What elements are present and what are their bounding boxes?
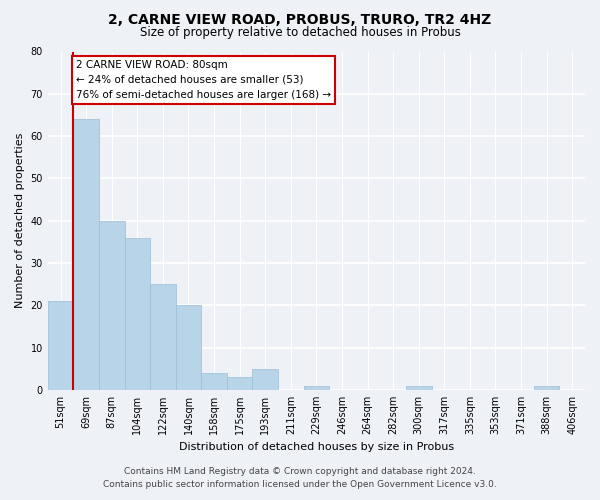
Bar [534,386,559,390]
Bar [227,377,253,390]
X-axis label: Distribution of detached houses by size in Probus: Distribution of detached houses by size … [179,442,454,452]
Bar [304,386,329,390]
Bar [176,306,201,390]
Bar [99,220,125,390]
Bar [125,238,150,390]
Text: 2 CARNE VIEW ROAD: 80sqm
← 24% of detached houses are smaller (53)
76% of semi-d: 2 CARNE VIEW ROAD: 80sqm ← 24% of detach… [76,60,331,100]
Bar [406,386,431,390]
Bar [253,369,278,390]
Text: Size of property relative to detached houses in Probus: Size of property relative to detached ho… [140,26,460,39]
Bar [48,301,73,390]
Text: Contains HM Land Registry data © Crown copyright and database right 2024.
Contai: Contains HM Land Registry data © Crown c… [103,467,497,489]
Bar [150,284,176,390]
Y-axis label: Number of detached properties: Number of detached properties [15,133,25,308]
Bar [73,119,99,390]
Bar [201,373,227,390]
Text: 2, CARNE VIEW ROAD, PROBUS, TRURO, TR2 4HZ: 2, CARNE VIEW ROAD, PROBUS, TRURO, TR2 4… [109,12,491,26]
